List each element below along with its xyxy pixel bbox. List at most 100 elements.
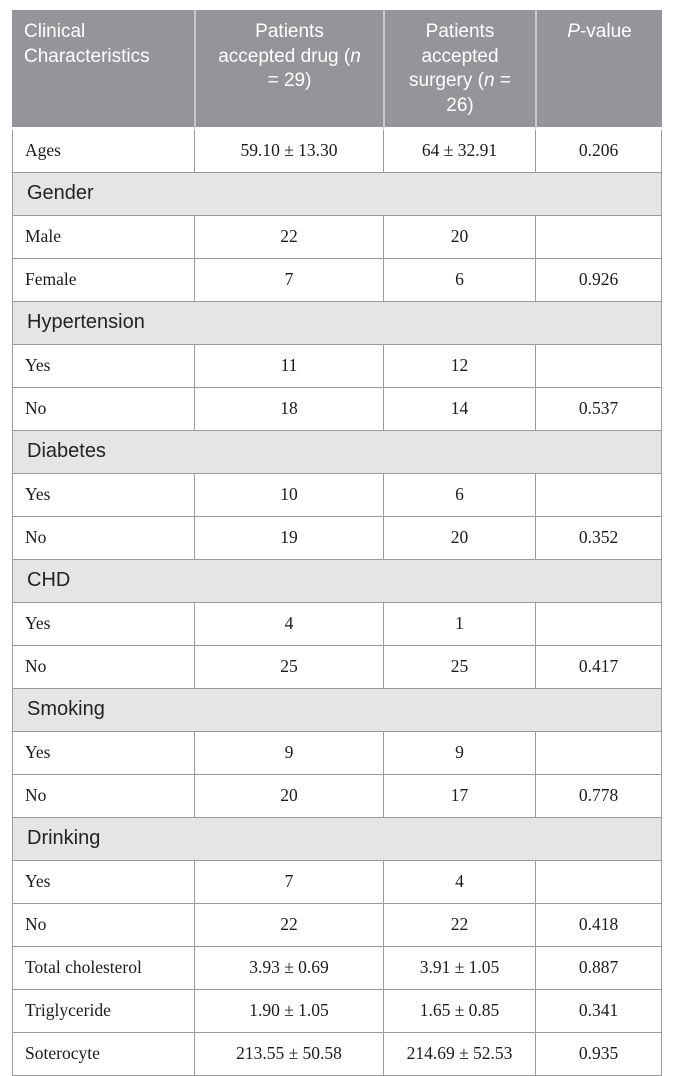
section-row: Smoking [12, 688, 662, 732]
value-pvalue: 0.935 [535, 1032, 662, 1076]
table-row: No 18 14 0.537 [12, 387, 662, 431]
section-row: Diabetes [12, 430, 662, 474]
table-row: Yes 4 1 [12, 602, 662, 646]
value-surgery: 25 [383, 645, 535, 689]
row-label: No [12, 387, 194, 431]
row-label: Male [12, 215, 194, 259]
row-label: No [12, 774, 194, 818]
value-drug: 19 [194, 516, 383, 560]
column-header-surgery: Patients accepted surgery (n = 26) [383, 10, 535, 130]
row-label: Triglyceride [12, 989, 194, 1033]
value-drug: 4 [194, 602, 383, 646]
value-surgery: 17 [383, 774, 535, 818]
section-header-chd: CHD [12, 559, 662, 603]
section-row: Gender [12, 172, 662, 216]
value-surgery: 14 [383, 387, 535, 431]
row-label: No [12, 903, 194, 947]
value-surgery: 1 [383, 602, 535, 646]
row-label: Yes [12, 602, 194, 646]
section-header-drinking: Drinking [12, 817, 662, 861]
row-label: Ages [12, 129, 194, 173]
section-header-gender: Gender [12, 172, 662, 216]
table-row: No 25 25 0.417 [12, 645, 662, 689]
value-drug: 20 [194, 774, 383, 818]
value-pvalue: 0.418 [535, 903, 662, 947]
value-surgery: 214.69 ± 52.53 [383, 1032, 535, 1076]
value-drug: 213.55 ± 50.58 [194, 1032, 383, 1076]
value-surgery: 9 [383, 731, 535, 775]
table-header-row: Clinical Characteristics Patients accepte… [12, 10, 662, 130]
value-surgery: 6 [383, 258, 535, 302]
value-pvalue [535, 215, 662, 259]
value-drug: 18 [194, 387, 383, 431]
value-drug: 25 [194, 645, 383, 689]
section-row: Drinking [12, 817, 662, 861]
row-label: Yes [12, 860, 194, 904]
value-drug: 7 [194, 258, 383, 302]
value-drug: 7 [194, 860, 383, 904]
section-header-smoking: Smoking [12, 688, 662, 732]
value-pvalue [535, 473, 662, 517]
value-drug: 1.90 ± 1.05 [194, 989, 383, 1033]
column-header-characteristic: Clinical Characteristics [12, 10, 194, 130]
value-surgery: 6 [383, 473, 535, 517]
value-surgery: 20 [383, 215, 535, 259]
value-drug: 10 [194, 473, 383, 517]
value-pvalue: 0.352 [535, 516, 662, 560]
section-row: Hypertension [12, 301, 662, 345]
value-pvalue: 0.926 [535, 258, 662, 302]
value-pvalue [535, 731, 662, 775]
column-header-pvalue: P-value [535, 10, 662, 130]
table-row: No 22 22 0.418 [12, 903, 662, 947]
row-label: No [12, 516, 194, 560]
value-surgery: 20 [383, 516, 535, 560]
value-pvalue [535, 860, 662, 904]
value-pvalue: 0.417 [535, 645, 662, 689]
section-header-diabetes: Diabetes [12, 430, 662, 474]
row-label: Female [12, 258, 194, 302]
clinical-characteristics-table: Clinical Characteristics Patients accepte… [12, 10, 662, 1076]
row-label: Yes [12, 473, 194, 517]
row-label: Yes [12, 344, 194, 388]
value-pvalue: 0.537 [535, 387, 662, 431]
value-surgery: 12 [383, 344, 535, 388]
row-label: No [12, 645, 194, 689]
value-drug: 22 [194, 903, 383, 947]
table-row: Yes 9 9 [12, 731, 662, 775]
value-pvalue [535, 602, 662, 646]
value-pvalue: 0.341 [535, 989, 662, 1033]
table-header: Clinical Characteristics Patients accepte… [12, 10, 662, 130]
value-pvalue: 0.206 [535, 129, 662, 173]
table-row: Soterocyte 213.55 ± 50.58 214.69 ± 52.53 0.… [12, 1032, 662, 1076]
table-row: Yes 11 12 [12, 344, 662, 388]
table-row: Total cholesterol 3.93 ± 0.69 3.91 ± 1.05 0… [12, 946, 662, 990]
column-header-drug: Patients accepted drug (n = 29) [194, 10, 383, 130]
value-surgery: 1.65 ± 0.85 [383, 989, 535, 1033]
table-row: Female 7 6 0.926 [12, 258, 662, 302]
value-drug: 11 [194, 344, 383, 388]
value-drug: 3.93 ± 0.69 [194, 946, 383, 990]
value-pvalue: 0.778 [535, 774, 662, 818]
table-row: No 20 17 0.778 [12, 774, 662, 818]
section-header-hypertension: Hypertension [12, 301, 662, 345]
value-surgery: 22 [383, 903, 535, 947]
table-row: No 19 20 0.352 [12, 516, 662, 560]
table-row: Yes 10 6 [12, 473, 662, 517]
table-row: Triglyceride 1.90 ± 1.05 1.65 ± 0.85 0.341 [12, 989, 662, 1033]
row-label: Soterocyte [12, 1032, 194, 1076]
table-body: Ages 59.10 ± 13.30 64 ± 32.91 0.206 Gender Ma… [12, 129, 662, 1076]
row-label: Total cholesterol [12, 946, 194, 990]
section-row: CHD [12, 559, 662, 603]
value-surgery: 4 [383, 860, 535, 904]
value-drug: 59.10 ± 13.30 [194, 129, 383, 173]
value-surgery: 3.91 ± 1.05 [383, 946, 535, 990]
value-drug: 22 [194, 215, 383, 259]
value-pvalue [535, 344, 662, 388]
table-row: Yes 7 4 [12, 860, 662, 904]
table-row: Male 22 20 [12, 215, 662, 259]
row-label: Yes [12, 731, 194, 775]
value-surgery: 64 ± 32.91 [383, 129, 535, 173]
value-pvalue: 0.887 [535, 946, 662, 990]
value-drug: 9 [194, 731, 383, 775]
